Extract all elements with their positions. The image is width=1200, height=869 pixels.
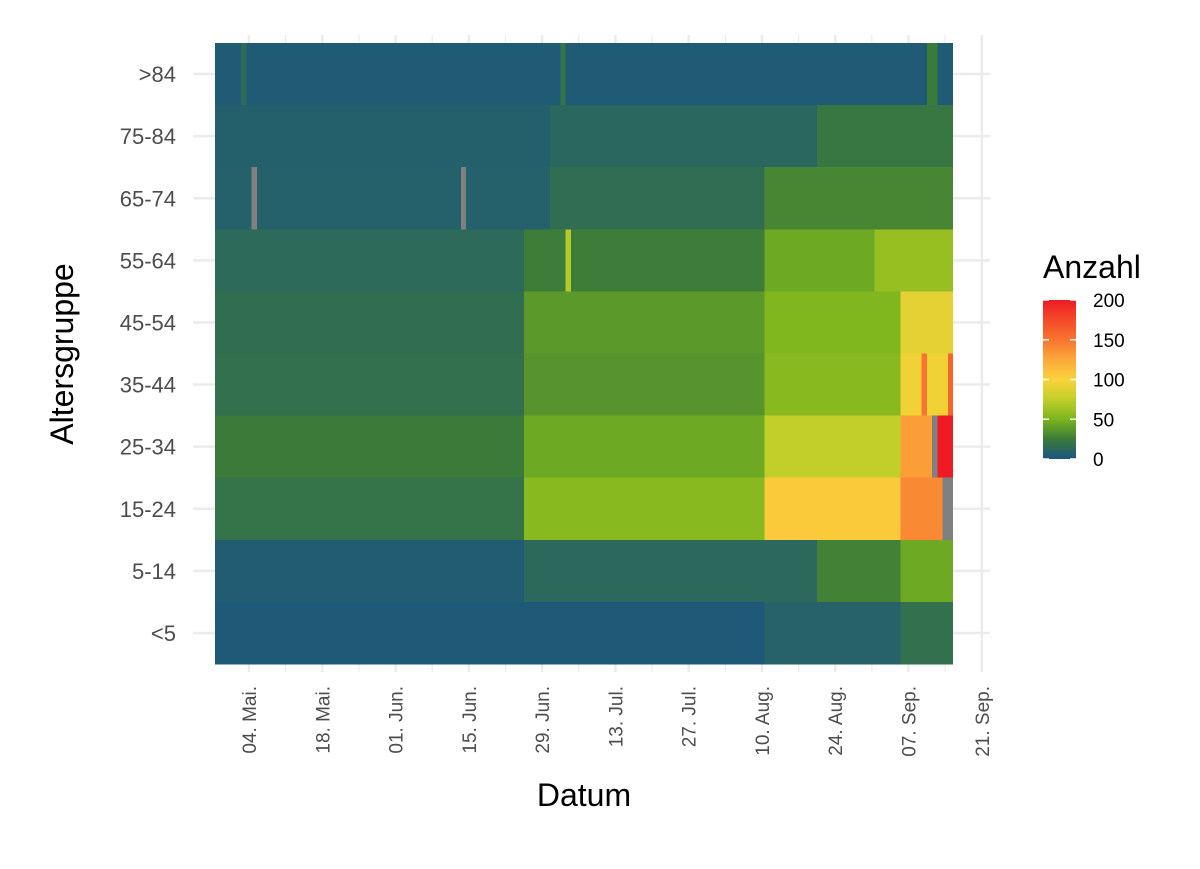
heatmap-cell: [764, 353, 901, 417]
heatmap-cell: [816, 539, 901, 603]
x-tick-label: 24. Aug.: [826, 686, 847, 756]
legend-label: 200: [1093, 291, 1125, 312]
y-tick-label: 35-44: [120, 373, 176, 398]
x-tick-label: 18. Mai.: [313, 686, 334, 754]
heatmap-cell: [215, 415, 524, 479]
heatmap-cell: [523, 415, 765, 479]
heatmap-cell: [523, 229, 765, 292]
legend-label: 0: [1093, 450, 1104, 471]
color-legend: Anzahl 200 150 100 50 0: [1043, 249, 1141, 471]
heatmap-cell: [947, 353, 953, 417]
heatmap-cell: [215, 601, 765, 665]
heatmap-cell-missing: [251, 167, 257, 230]
heatmap-cell: [565, 229, 571, 292]
heatmap-cell: [764, 229, 875, 292]
x-tick-label: 15. Jun.: [460, 686, 481, 754]
x-tick-label: 13. Jul.: [606, 686, 627, 747]
heatmap-cell: [900, 539, 953, 603]
y-tick-label: 65-74: [120, 186, 176, 211]
heatmap-cell: [926, 43, 938, 106]
heatmap-cell: [764, 291, 901, 354]
legend-label: 50: [1093, 410, 1114, 431]
y-tick-label: 55-64: [120, 248, 176, 273]
x-axis-title: Datum: [537, 777, 631, 813]
heatmap-cell-missing: [947, 477, 953, 540]
heatmap-cell-missing: [932, 415, 938, 478]
heatmap-cell: [764, 477, 901, 541]
x-tick-label: 04. Mai.: [240, 686, 261, 754]
heatmap-cell: [560, 43, 566, 106]
heatmap-cell: [549, 105, 817, 168]
heatmap-cell: [921, 353, 927, 417]
heatmap-cell: [215, 353, 524, 417]
y-tick-label: 5-14: [132, 559, 176, 584]
heatmap-cell: [523, 291, 765, 354]
heatmap-cell: [215, 539, 524, 603]
heatmap-cell: [215, 43, 953, 106]
x-tick-label: 29. Jun.: [533, 686, 554, 754]
heatmap-cell: [215, 167, 550, 230]
x-tick-label: 01. Jun.: [387, 686, 408, 754]
legend-title: Anzahl: [1043, 249, 1141, 285]
heatmap-cell: [816, 105, 953, 168]
legend-label: 100: [1093, 371, 1125, 392]
y-axis-title: Altersgruppe: [44, 263, 80, 444]
x-axis: 04. Mai. 18. Mai. 01. Jun. 15. Jun. 29. Jun.…: [240, 686, 994, 757]
heatmap-cell: [241, 43, 247, 106]
heatmap-cell: [215, 291, 524, 354]
x-tick-label: 07. Sep.: [900, 686, 921, 757]
legend-ticks: 200 150 100 50 0: [1043, 291, 1125, 471]
heatmap-cells: [215, 43, 953, 665]
legend-label: 150: [1093, 331, 1125, 352]
heatmap-cell: [900, 601, 953, 665]
y-tick-label: >84: [139, 62, 176, 87]
heatmap-cell: [523, 539, 817, 603]
y-tick-label: 45-54: [120, 310, 176, 335]
x-tick-label: 21. Sep.: [973, 686, 994, 757]
y-tick-label: <5: [151, 621, 176, 646]
heatmap-cell: [764, 601, 901, 665]
heatmap-cell-missing: [461, 167, 467, 230]
heatmap-cell: [764, 167, 953, 230]
heatmap-cell: [900, 291, 953, 354]
y-axis: >84 75-84 65-74 55-64 45-54 35-44 25-34 15-24 5-…: [120, 62, 176, 646]
heatmap-cell: [215, 105, 550, 168]
heatmap-cell: [523, 477, 765, 541]
x-tick-label: 27. Jul.: [680, 686, 701, 747]
heatmap-cell: [549, 167, 765, 230]
heatmap-cell: [215, 229, 524, 292]
heatmap-cell: [523, 353, 765, 417]
heatmap-cell: [874, 229, 953, 292]
heatmap-cell-missing: [942, 477, 948, 540]
heatmap-cell: [764, 415, 901, 479]
y-tick-label: 25-34: [120, 435, 176, 460]
y-tick-label: 15-24: [120, 497, 176, 522]
x-tick-label: 10. Aug.: [753, 686, 774, 756]
y-tick-label: 75-84: [120, 124, 176, 149]
heatmap-cell: [215, 477, 524, 541]
heatmap-cell: [937, 415, 953, 479]
